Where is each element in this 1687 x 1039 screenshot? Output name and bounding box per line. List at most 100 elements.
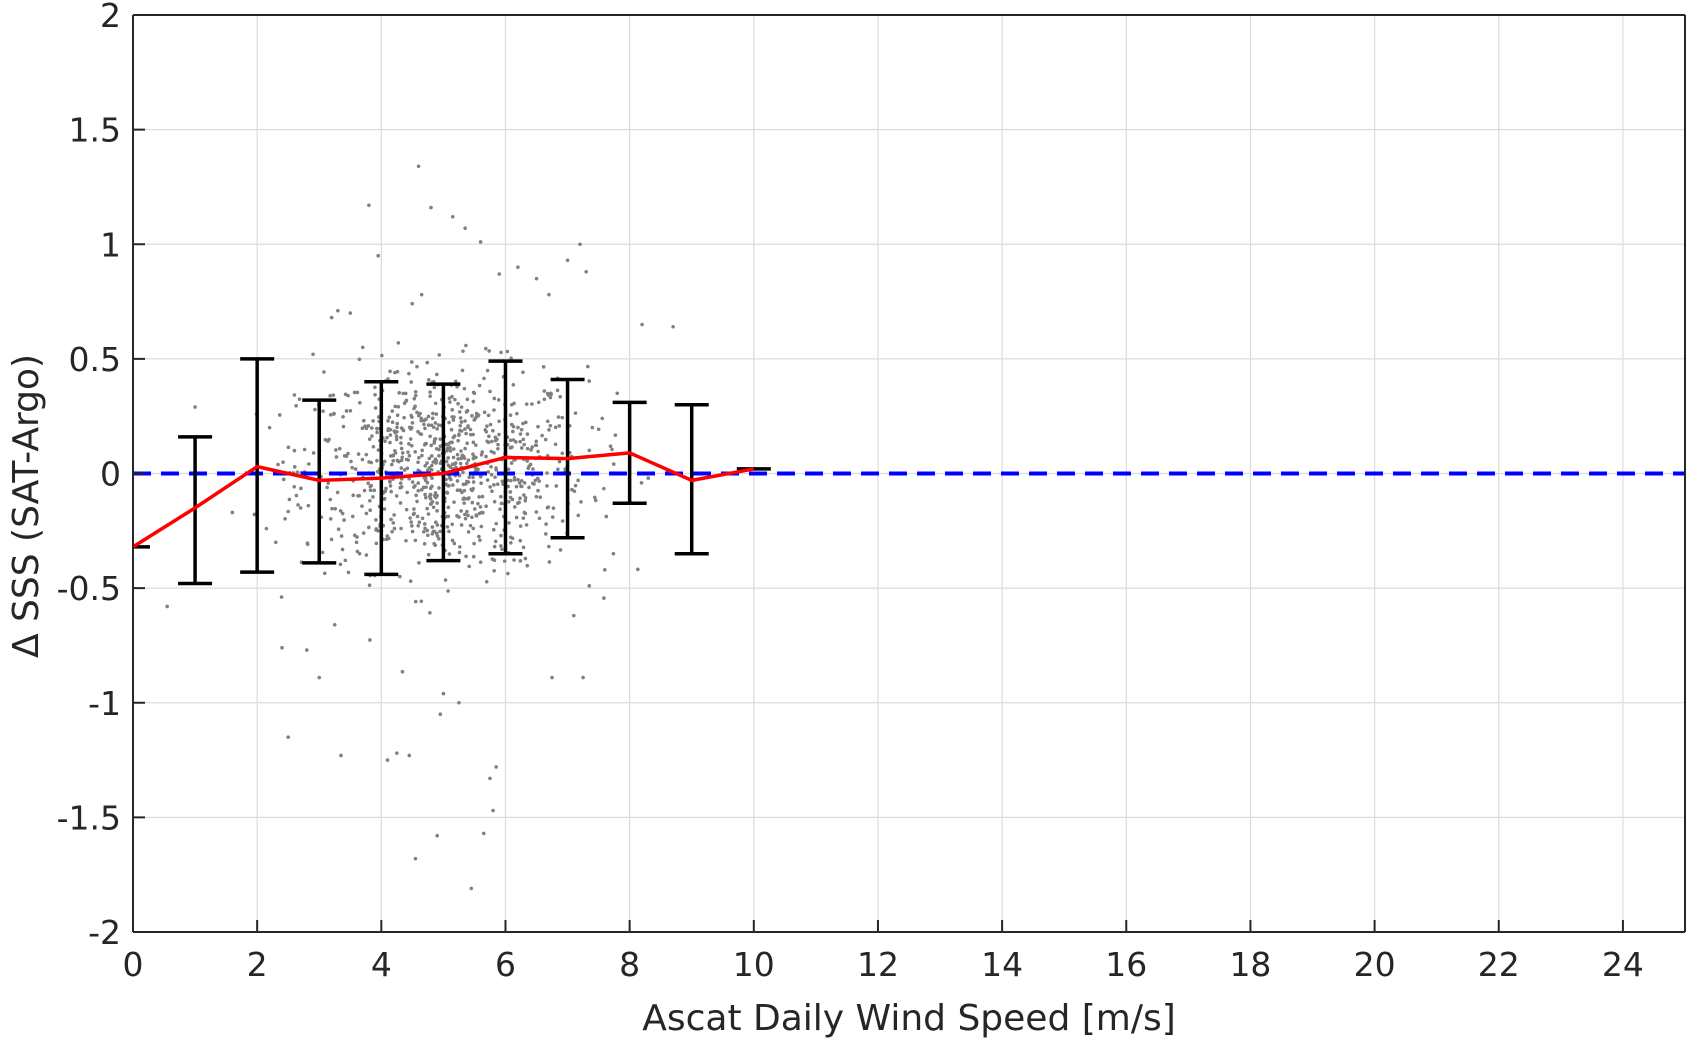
scatter-point: [478, 505, 483, 509]
scatter-point: [428, 496, 433, 501]
scatter-point: [558, 395, 562, 399]
scatter-point: [431, 411, 435, 416]
scatter-point: [367, 437, 372, 441]
scatter-point: [426, 414, 431, 419]
scatter-point: [407, 425, 412, 430]
scatter-point: [530, 445, 534, 449]
scatter-point: [516, 265, 520, 269]
scatter-point: [438, 529, 442, 534]
scatter-point: [493, 539, 498, 544]
scatter-point: [391, 453, 395, 458]
scatter-point: [444, 459, 449, 464]
scatter-point: [464, 431, 468, 436]
scatter-point: [478, 538, 482, 542]
scatter-point: [522, 481, 527, 485]
scatter-point: [474, 455, 478, 460]
scatter-point: [447, 396, 452, 401]
scatter-point: [423, 463, 428, 468]
scatter-point: [560, 415, 565, 420]
scatter-point: [478, 240, 483, 244]
scatter-point: [385, 435, 389, 440]
scatter-point: [494, 765, 498, 769]
scatter-point: [413, 538, 418, 543]
scatter-point: [419, 416, 424, 421]
scatter-point: [384, 486, 388, 491]
scatter-point: [388, 479, 392, 483]
scatter-point: [371, 444, 376, 449]
scatter-point: [446, 483, 450, 488]
scatter-point: [494, 466, 498, 470]
scatter-point: [453, 397, 457, 402]
scatter-point: [476, 501, 480, 506]
scatter-point: [507, 499, 511, 504]
scatter-point: [553, 425, 558, 430]
scatter-point: [363, 424, 367, 428]
scatter-point: [457, 545, 462, 549]
scatter-point: [406, 450, 410, 454]
scatter-point: [547, 544, 551, 549]
scatter-point: [511, 424, 516, 429]
scatter-point: [443, 578, 448, 582]
scatter-point: [433, 401, 438, 406]
scatter-point: [547, 428, 551, 432]
scatter-point: [412, 511, 416, 516]
scatter-point: [490, 439, 494, 444]
scatter-point: [306, 503, 311, 508]
scatter-point: [307, 462, 311, 466]
scatter-point: [292, 448, 297, 453]
scatter-point: [417, 520, 422, 525]
scatter-point: [492, 408, 496, 412]
scatter-point: [419, 292, 424, 297]
scatter-point: [435, 833, 439, 838]
scatter-point: [404, 507, 409, 512]
scatter-point: [461, 497, 465, 501]
scatter-point: [452, 541, 457, 546]
scatter-point: [446, 589, 450, 593]
scatter-point: [334, 455, 339, 459]
scatter-point: [342, 518, 346, 522]
scatter-point: [487, 349, 491, 353]
scatter-point: [470, 414, 474, 418]
scatter-point: [538, 495, 543, 499]
scatter-point: [395, 413, 400, 418]
scatter-point: [399, 458, 404, 463]
x-tick-label: 4: [371, 945, 392, 984]
scatter-point: [544, 522, 548, 526]
scatter-point: [510, 497, 515, 502]
scatter-point: [551, 506, 556, 510]
scatter-point: [299, 486, 303, 491]
scatter-point: [482, 410, 487, 415]
scatter-point: [535, 476, 540, 481]
scatter-point: [451, 483, 455, 487]
scatter-point: [362, 488, 367, 493]
scatter-point: [448, 400, 452, 404]
scatter-point: [512, 558, 516, 562]
scatter-point: [587, 379, 592, 383]
scatter-point: [486, 413, 491, 418]
scatter-point: [522, 493, 526, 497]
scatter-point: [521, 421, 525, 426]
scatter-point: [305, 541, 310, 545]
scatter-point: [508, 438, 513, 443]
scatter-point: [536, 449, 540, 454]
scatter-point: [328, 517, 333, 521]
scatter-point: [611, 462, 616, 466]
scatter-point: [462, 488, 467, 493]
scatter-point: [355, 549, 360, 554]
scatter-point: [332, 411, 336, 416]
scatter-point: [646, 476, 651, 480]
scatter-point: [465, 441, 469, 446]
scatter-point: [497, 272, 502, 276]
scatter-point: [436, 423, 441, 427]
scatter-point: [500, 547, 504, 551]
x-tick-label: 2: [247, 945, 268, 984]
scatter-point: [399, 435, 403, 440]
mean-line-path: [132, 451, 755, 549]
scatter-point: [413, 389, 418, 394]
scatter-point: [396, 341, 401, 345]
scatter-point: [474, 443, 478, 447]
scatter-point: [388, 427, 393, 432]
axes: [132, 14, 1686, 933]
scatter-point: [292, 393, 297, 397]
